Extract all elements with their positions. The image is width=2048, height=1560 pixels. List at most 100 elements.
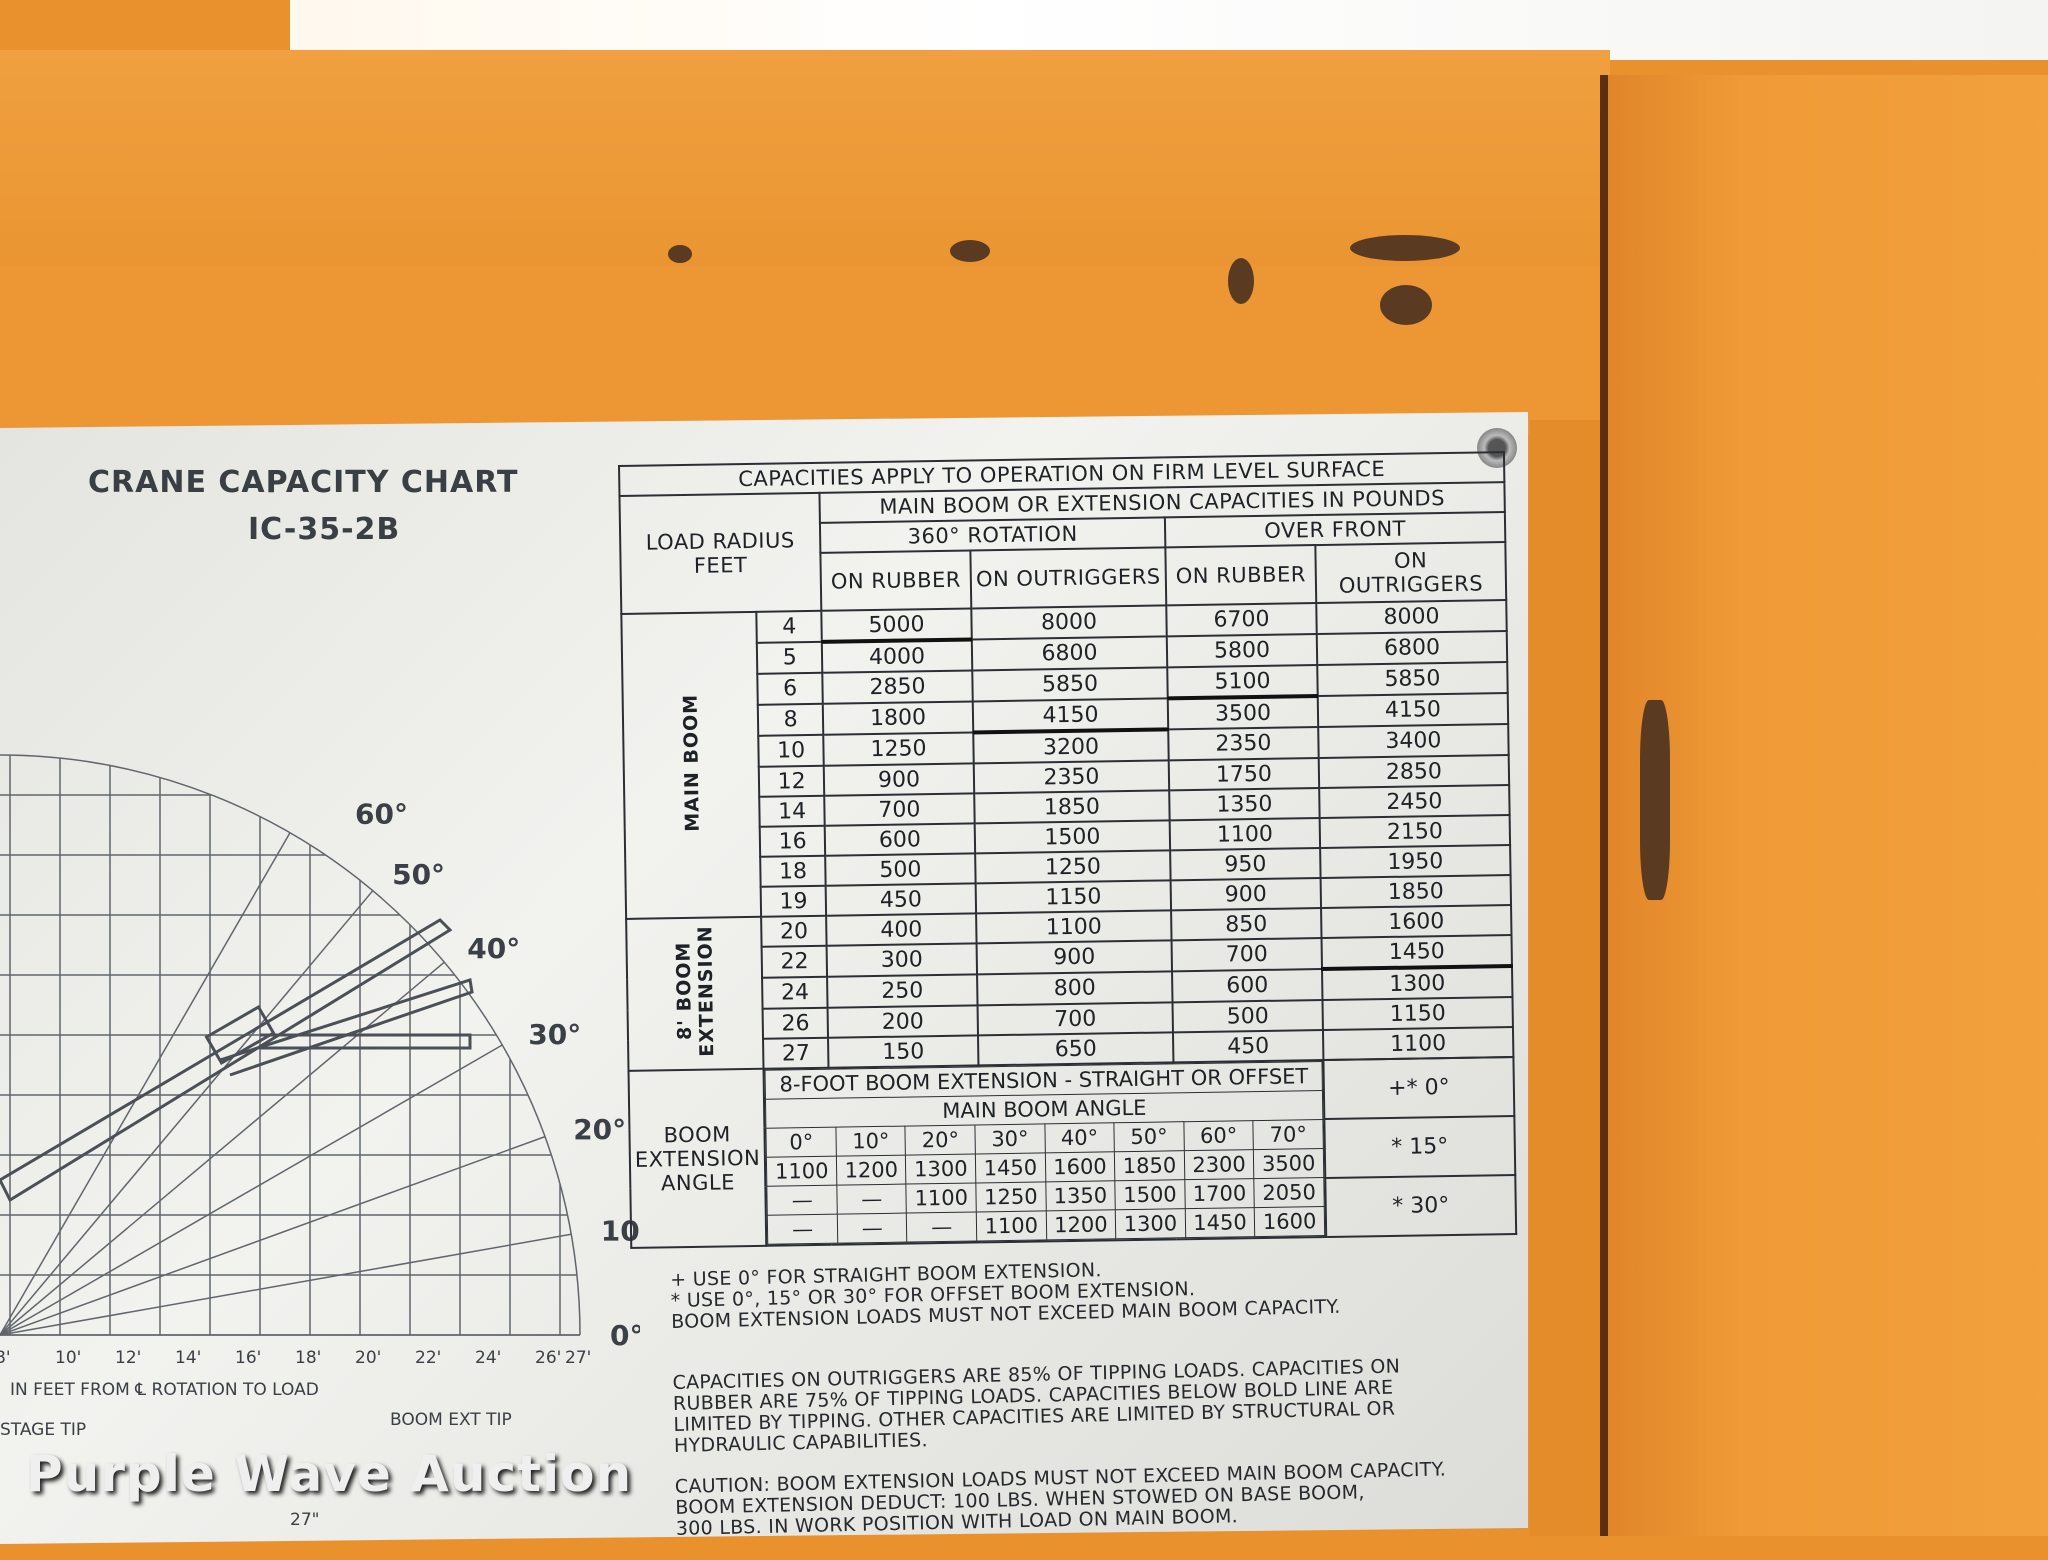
chart-title: CRANE CAPACITY CHART <box>88 465 519 500</box>
extension-capacity-cell: 1200 <box>1045 1209 1116 1240</box>
note-paragraph: CAPACITIES ON OUTRIGGERS ARE 85% OF TIPP… <box>672 1355 1401 1457</box>
capacity-cell: 3500 <box>1167 696 1319 730</box>
boom-angle-header: 30° <box>974 1123 1045 1154</box>
capacity-cell: 1500 <box>974 820 1171 854</box>
extension-angle-cell: +* 0° <box>1323 1057 1515 1119</box>
radius-cell: 6 <box>757 672 823 705</box>
radius-label: 10' <box>55 1348 81 1368</box>
angle-line <box>0 832 291 1336</box>
capacity-cell: 2850 <box>1318 755 1510 789</box>
extension-capacity-cell: 1300 <box>905 1153 976 1185</box>
capacity-cell: 450 <box>825 883 977 916</box>
capacity-cell: 2850 <box>822 670 973 704</box>
capacity-cell: 5100 <box>1167 665 1318 699</box>
angle-line <box>0 890 374 1336</box>
capacity-cell: 2350 <box>1168 727 1319 761</box>
capacity-cell: 650 <box>978 1032 1174 1066</box>
capacity-cell: 1350 <box>1169 788 1320 821</box>
capacity-cell: 1450 <box>1321 935 1512 970</box>
radius-label: 14' <box>175 1348 201 1368</box>
radius-cell: 18 <box>760 855 826 887</box>
extension-angle-header: BOOM EXTENSION ANGLE <box>628 1068 767 1248</box>
radius-cell: 19 <box>761 885 827 917</box>
radius-label: 26' <box>535 1348 561 1368</box>
capacity-cell: 200 <box>827 1005 979 1038</box>
radius-cell: 4 <box>756 610 822 643</box>
capacity-cell: 950 <box>1170 848 1321 881</box>
boom-angle-header: 0° <box>766 1127 837 1158</box>
chart-model: IC-35-2B <box>248 512 401 547</box>
radius-cell: 8 <box>758 703 824 736</box>
extension-capacity-cell: — <box>767 1214 838 1245</box>
capacity-cell: 1150 <box>1322 997 1513 1030</box>
angle-label: 0° <box>610 1319 640 1352</box>
boom-range-diagram: 60° 50° 40° 30° 20° 10° 0° 8' 10' 12' 14' 16' 18' 20'… <box>0 754 640 1530</box>
radius-cell: 10 <box>758 734 824 767</box>
radius-cell: 16 <box>760 825 826 857</box>
capacity-cell: 700 <box>824 793 975 826</box>
radius-cell: 24 <box>762 976 828 1009</box>
extension-capacity-cell: 1300 <box>1115 1208 1186 1239</box>
rust-spot <box>1350 235 1460 261</box>
capacity-cell: 600 <box>824 823 976 856</box>
capacity-cell: 1950 <box>1320 845 1511 879</box>
col-header: ON RUBBER <box>1165 545 1317 606</box>
capacity-cell: 2150 <box>1319 815 1511 849</box>
radius-cell: 26 <box>762 1007 829 1039</box>
capacity-cell: 900 <box>1170 878 1322 911</box>
orange-panel-middle <box>0 265 1610 435</box>
angle-label: 60° <box>355 798 408 831</box>
boom-angle-header: 60° <box>1183 1120 1254 1151</box>
radius-label: 20' <box>355 1348 381 1368</box>
rust-spot <box>1228 258 1254 304</box>
extension-capacity-cell: 1450 <box>975 1152 1046 1183</box>
radius-label: 27' <box>565 1348 591 1368</box>
extension-capacity-cell: 1450 <box>1184 1207 1255 1238</box>
radius-label: 8' <box>0 1348 11 1368</box>
capacity-cell: 1850 <box>1320 875 1512 909</box>
extension-capacity-cell: 1250 <box>975 1181 1046 1212</box>
extension-capacity-cell: 1700 <box>1184 1178 1255 1209</box>
capacity-cell: 800 <box>977 971 1173 1006</box>
capacity-cell: 400 <box>826 913 977 946</box>
radius-cell: 27 <box>763 1037 829 1069</box>
extension-angle-cell: * 15° <box>1324 1116 1516 1178</box>
capacity-cell: 1250 <box>823 732 974 766</box>
side-label: MAIN BOOM <box>679 693 704 832</box>
capacity-cell: 4150 <box>1317 693 1509 728</box>
extension-angle-cell: * 30° <box>1325 1174 1517 1237</box>
extension-capacity-cell: 2300 <box>1184 1149 1255 1180</box>
radius-label: 12' <box>115 1348 141 1368</box>
stage-tip-label: STAGE TIP <box>0 1420 86 1440</box>
radius-cell: 20 <box>761 915 827 947</box>
rust-spot <box>1380 285 1432 325</box>
axis-caption: IN FEET FROM ℄ ROTATION TO LOAD <box>10 1380 319 1400</box>
rust-streak <box>1640 700 1670 900</box>
main-boom-label: MAIN BOOM <box>621 611 762 919</box>
extension-capacity-cell: 1850 <box>1114 1150 1185 1181</box>
extension-capacity-cell: — <box>836 1184 907 1215</box>
capacity-cell: 6700 <box>1166 603 1317 637</box>
radius-cell: 5 <box>757 641 823 674</box>
extension-capacity-cell: 1500 <box>1114 1179 1185 1210</box>
capacity-cell: 4000 <box>821 639 973 673</box>
capacity-cell: 1600 <box>1321 905 1512 939</box>
radius-label: 24' <box>475 1348 501 1368</box>
extension-capacity-cell: — <box>906 1211 977 1243</box>
capacity-cell: 600 <box>1172 969 1323 1003</box>
extension-capacity-cell: 2050 <box>1254 1177 1325 1208</box>
capacity-cell: 300 <box>826 943 978 977</box>
capacity-cell: 900 <box>823 763 975 796</box>
capacity-cell: 5800 <box>1166 634 1318 668</box>
capacity-cell: 3200 <box>973 729 1169 764</box>
boom-angle-header: 70° <box>1253 1119 1324 1150</box>
extension-capacity-cell: 1600 <box>1044 1151 1115 1182</box>
capacity-cell: 2450 <box>1319 785 1510 819</box>
capacity-cell: 6800 <box>1316 631 1508 666</box>
rust-spot <box>950 240 990 262</box>
extension-capacity-cell: 1100 <box>976 1210 1047 1241</box>
extension-table-cell: 8-FOOT BOOM EXTENSION - STRAIGHT OR OFFS… <box>763 1059 1327 1246</box>
extension-capacity-cell: 1350 <box>1045 1180 1116 1211</box>
capacity-cell: 1300 <box>1322 966 1513 1001</box>
capacity-table: CAPACITIES APPLY TO OPERATION ON FIRM LE… <box>618 451 1517 1249</box>
